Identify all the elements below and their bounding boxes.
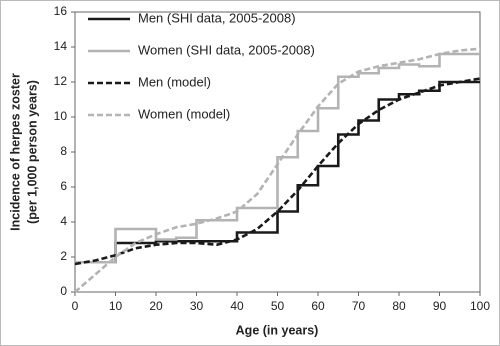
x-tick-label: 100 (470, 299, 490, 313)
x-tick-label: 50 (271, 299, 285, 313)
x-tick-label: 40 (230, 299, 244, 313)
y-tick-label: 10 (54, 109, 68, 123)
x-tick-label: 0 (72, 299, 79, 313)
legend-label: Women (SHI data, 2005-2008) (138, 42, 315, 57)
x-tick-label: 90 (433, 299, 447, 313)
y-tick-label: 6 (60, 179, 67, 193)
y-tick-label: 16 (54, 4, 68, 18)
x-axis-title: Age (in years) (236, 323, 319, 337)
data-line (75, 52, 480, 264)
y-tick-label: 2 (60, 249, 67, 263)
y-tick-label: 12 (54, 74, 68, 88)
x-tick-label: 30 (190, 299, 204, 313)
x-tick-label: 70 (352, 299, 366, 313)
legend-label: Men (model) (138, 74, 211, 89)
data-line (74, 47, 481, 293)
y-tick-label: 4 (60, 214, 67, 228)
legend-label: Women (model) (138, 106, 230, 121)
x-tick-label: 80 (392, 299, 406, 313)
y-tick-label: 0 (60, 284, 67, 298)
x-tick-label: 60 (311, 299, 325, 313)
y-axis-title: Incidence of herpes zoster (8, 73, 22, 231)
x-tick-label: 10 (109, 299, 123, 313)
y-axis-title: (per 1,000 person years) (25, 80, 39, 224)
y-tick-label: 14 (54, 39, 68, 53)
y-tick-label: 8 (60, 144, 67, 158)
legend-label: Men (SHI data, 2005-2008) (138, 10, 296, 25)
x-tick-label: 20 (149, 299, 163, 313)
